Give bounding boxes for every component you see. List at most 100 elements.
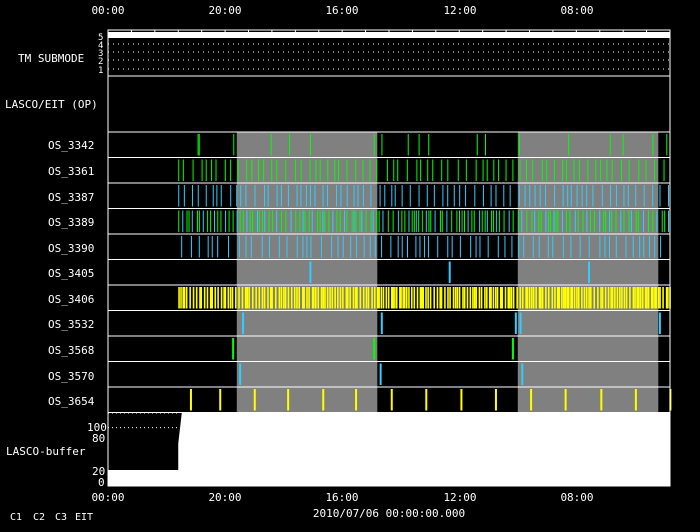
- event-mark: [425, 287, 427, 309]
- event-mark: [593, 287, 596, 309]
- event-mark: [199, 287, 201, 309]
- event-mark: [224, 159, 226, 181]
- event-mark: [322, 389, 325, 411]
- event-mark: [662, 287, 664, 309]
- event-mark: [664, 210, 666, 232]
- event-mark: [499, 287, 502, 309]
- event-mark: [507, 287, 510, 309]
- event-mark: [322, 287, 325, 309]
- event-mark: [425, 389, 428, 411]
- event-mark: [345, 287, 348, 309]
- event-mark: [296, 236, 298, 258]
- event-mark: [493, 210, 495, 232]
- event-mark: [287, 185, 289, 207]
- event-mark: [228, 210, 230, 232]
- event-mark: [558, 287, 561, 309]
- event-mark: [658, 312, 661, 334]
- event-mark: [545, 185, 547, 207]
- event-mark: [534, 185, 536, 207]
- event-mark: [442, 185, 444, 207]
- event-mark: [488, 287, 491, 309]
- event-mark: [311, 210, 313, 232]
- event-mark: [434, 210, 436, 232]
- event-mark: [296, 185, 298, 207]
- event-mark: [627, 185, 629, 207]
- event-mark: [261, 236, 263, 258]
- event-mark: [245, 185, 247, 207]
- event-mark: [659, 185, 661, 207]
- event-mark: [234, 287, 237, 309]
- event-mark: [648, 236, 650, 258]
- event-mark: [564, 389, 567, 411]
- event-mark: [587, 159, 589, 181]
- top-tick-label-2: 16:00: [325, 4, 358, 17]
- event-mark: [340, 185, 342, 207]
- event-mark: [219, 389, 222, 411]
- event-mark: [458, 287, 461, 309]
- event-mark: [562, 185, 564, 207]
- event-mark: [280, 185, 282, 207]
- bottom-tick-label-2: 16:00: [325, 491, 358, 504]
- event-mark: [562, 236, 564, 258]
- event-mark: [305, 185, 307, 207]
- event-mark: [189, 389, 192, 411]
- row-label-os-3570: OS_3570: [48, 370, 94, 383]
- event-mark: [625, 236, 627, 258]
- event-mark: [268, 210, 270, 232]
- event-mark: [496, 287, 499, 309]
- row-os-3387: [178, 185, 669, 207]
- event-mark: [652, 210, 654, 232]
- event-mark: [538, 236, 540, 258]
- event-mark: [574, 210, 576, 232]
- event-mark: [586, 210, 588, 232]
- event-mark: [295, 159, 297, 181]
- event-mark: [213, 210, 215, 232]
- event-mark: [251, 159, 253, 181]
- event-mark: [484, 287, 486, 309]
- event-mark: [439, 287, 441, 309]
- event-mark: [521, 287, 524, 309]
- event-mark: [573, 287, 576, 309]
- event-mark: [328, 210, 330, 232]
- event-mark: [423, 236, 425, 258]
- event-mark: [447, 236, 449, 258]
- event-mark: [667, 287, 669, 309]
- event-mark: [401, 185, 403, 207]
- event-mark: [313, 287, 315, 309]
- event-mark: [232, 210, 234, 232]
- submode-panel: [108, 32, 670, 70]
- event-mark: [380, 287, 383, 309]
- event-mark: [639, 236, 641, 258]
- event-mark: [449, 287, 451, 309]
- event-mark: [469, 287, 472, 309]
- event-mark: [217, 287, 219, 309]
- event-mark: [652, 134, 654, 156]
- event-mark: [451, 236, 453, 258]
- event-mark: [359, 210, 361, 232]
- event-mark: [632, 236, 634, 258]
- event-mark: [546, 159, 548, 181]
- event-mark: [355, 210, 357, 232]
- event-mark: [346, 185, 348, 207]
- event-mark: [632, 287, 635, 309]
- event-mark: [540, 210, 542, 232]
- event-mark: [197, 134, 199, 156]
- event-mark: [206, 287, 209, 309]
- event-mark: [271, 210, 273, 232]
- event-mark: [497, 236, 499, 258]
- event-mark: [188, 210, 190, 232]
- event-mark: [354, 287, 357, 309]
- event-mark: [541, 159, 543, 181]
- event-mark: [566, 159, 568, 181]
- event-mark: [621, 287, 623, 309]
- event-mark: [498, 159, 500, 181]
- event-mark: [304, 210, 306, 232]
- event-mark: [369, 159, 371, 181]
- event-mark: [610, 185, 612, 207]
- event-mark: [352, 287, 355, 309]
- event-mark: [215, 159, 217, 181]
- row-os-3342: [197, 134, 668, 156]
- event-mark: [320, 287, 323, 309]
- event-mark: [459, 210, 461, 232]
- event-mark: [585, 287, 588, 309]
